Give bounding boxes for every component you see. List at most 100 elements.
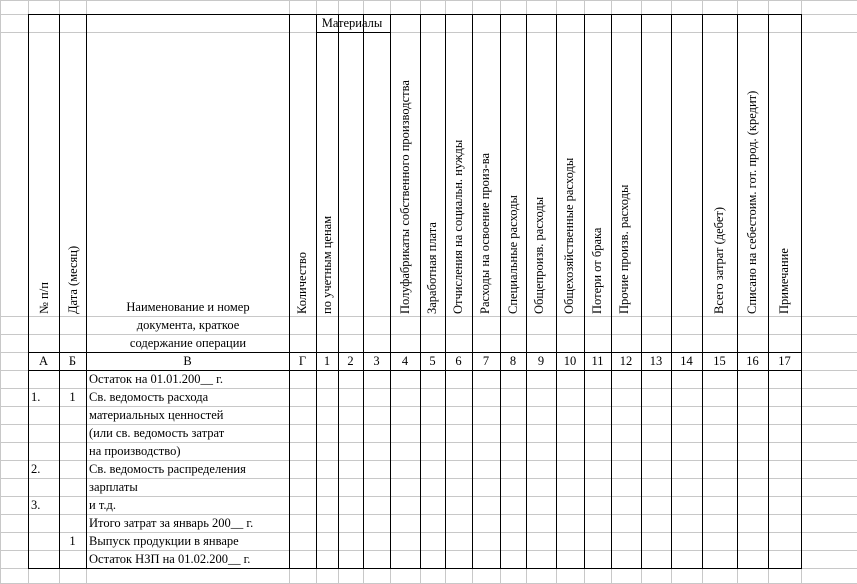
table-border-vertical — [702, 14, 703, 569]
table-border-vertical — [86, 14, 87, 569]
gridline-horizontal — [0, 316, 857, 317]
table-border-vertical — [768, 14, 769, 569]
table-border-vertical — [390, 14, 391, 569]
row-operation-cell: зарплаты — [89, 480, 138, 494]
column-index-cell: 14 — [680, 354, 693, 368]
index-row-border-bottom — [28, 370, 802, 371]
header-written-off: Списано на себестоим. гот. прод. (кредит… — [745, 90, 759, 314]
header-semi-finished: Полуфабрикаты собственного производства — [398, 80, 412, 314]
table-border-vertical — [420, 14, 421, 569]
header-other-production: Прочие произв. расходы — [617, 184, 631, 314]
table-border-vertical — [641, 14, 642, 569]
header-num: № п/п — [37, 282, 51, 314]
column-index-cell: В — [183, 354, 192, 368]
header-wages: Заработная плата — [425, 222, 439, 314]
column-index-cell: 9 — [537, 354, 545, 368]
table-border-vertical — [289, 14, 290, 569]
materials-group-header: Материалы — [321, 16, 383, 30]
row-operation-cell: Св. ведомость распределения — [89, 462, 246, 476]
column-index-cell: 8 — [509, 354, 517, 368]
gridline-horizontal — [0, 424, 857, 425]
row-operation-cell: на производство) — [89, 444, 181, 458]
table-border-vertical — [556, 14, 557, 569]
table-border-vertical — [338, 14, 339, 569]
header-total-costs: Всего затрат (дебет) — [712, 206, 726, 314]
row-operation-cell: Остаток на 01.01.200__ г. — [89, 372, 223, 386]
table-border-vertical — [801, 14, 802, 569]
header-development-costs: Расходы на освоение произ-ва — [478, 153, 492, 314]
header-social-deductions: Отчисления на социальн. нужды — [451, 139, 465, 314]
table-border-vertical — [28, 14, 29, 569]
column-index-cell: 10 — [563, 354, 577, 368]
header-note: Примечание — [777, 248, 791, 314]
table-border-vertical — [500, 14, 501, 569]
column-index-cell: Г — [298, 354, 307, 368]
column-index-cell: 11 — [591, 354, 604, 368]
column-index-cell: 6 — [455, 354, 462, 368]
gridline-horizontal — [0, 460, 857, 461]
gridline-horizontal — [0, 442, 857, 443]
row-operation-cell: материальных ценностей — [89, 408, 224, 422]
materials-group-underline — [316, 32, 390, 33]
column-index-cell: 3 — [373, 354, 380, 368]
gridline-horizontal — [0, 550, 857, 551]
row-operation-cell: Остаток НЗП на 01.02.200__ г. — [89, 552, 251, 566]
row-number-cell: 2. — [31, 462, 41, 476]
gridline-horizontal — [0, 334, 857, 335]
table-border-vertical — [363, 14, 364, 569]
header-general-production: Общепроизв. расходы — [532, 196, 546, 314]
header-by-account-prices: по учетным ценам — [320, 215, 334, 314]
table-border-vertical — [584, 14, 585, 569]
header-border-bottom — [28, 352, 802, 353]
column-index-cell: 7 — [482, 354, 490, 368]
column-index-cell: 5 — [429, 354, 436, 368]
gridline-horizontal — [0, 388, 857, 389]
column-index-cell: 2 — [347, 354, 354, 368]
gridline-horizontal — [0, 32, 857, 33]
table-border-vertical — [59, 14, 60, 569]
header-name-line-3: содержание операции — [129, 336, 247, 350]
table-border-bottom — [28, 568, 802, 569]
row-number-cell: 1. — [31, 390, 41, 404]
row-date-cell: 1 — [69, 534, 76, 548]
table-border-vertical — [526, 14, 527, 569]
header-defect-losses: Потери от брака — [590, 227, 604, 314]
table-border-vertical — [316, 14, 317, 569]
row-operation-cell: Св. ведомость расхода — [89, 390, 209, 404]
header-date: Дата (месяц) — [66, 245, 80, 314]
row-operation-cell: Итого затрат за январь 200__ г. — [89, 516, 254, 530]
column-index-cell: А — [38, 354, 49, 368]
column-index-cell: 16 — [746, 354, 759, 368]
header-quantity: Количество — [295, 252, 309, 314]
table-border-vertical — [737, 14, 738, 569]
column-index-cell: 4 — [401, 354, 409, 368]
header-name-line-2: документа, краткое — [136, 318, 240, 332]
gridline-horizontal — [0, 532, 857, 533]
table-border-top — [28, 14, 802, 15]
row-operation-cell: (или св. ведомость затрат — [89, 426, 225, 440]
header-special-costs: Специальные расходы — [506, 195, 520, 314]
row-date-cell: 1 — [69, 390, 76, 404]
table-border-vertical — [611, 14, 612, 569]
table-border-vertical — [671, 14, 672, 569]
gridline-horizontal — [0, 406, 857, 407]
header-name-line-1: Наименование и номер — [126, 300, 250, 314]
column-index-cell: Б — [68, 354, 77, 368]
column-index-cell: 13 — [649, 354, 663, 368]
row-operation-cell: Выпуск продукции в январе — [89, 534, 239, 548]
gridline-horizontal — [0, 478, 857, 479]
column-index-cell: 12 — [619, 354, 633, 368]
row-number-cell: 3. — [31, 498, 41, 512]
column-index-cell: 15 — [713, 354, 726, 368]
column-index-cell: 17 — [778, 354, 791, 368]
gridline-vertical — [0, 0, 1, 583]
gridline-horizontal — [0, 496, 857, 497]
column-index-cell: 1 — [323, 354, 331, 368]
table-border-vertical — [472, 14, 473, 569]
gridline-horizontal — [0, 514, 857, 515]
gridline-horizontal — [0, 0, 857, 1]
header-general-business: Общехозяйственные расходы — [562, 157, 576, 314]
row-operation-cell: и т.д. — [89, 498, 116, 512]
table-border-vertical — [445, 14, 446, 569]
